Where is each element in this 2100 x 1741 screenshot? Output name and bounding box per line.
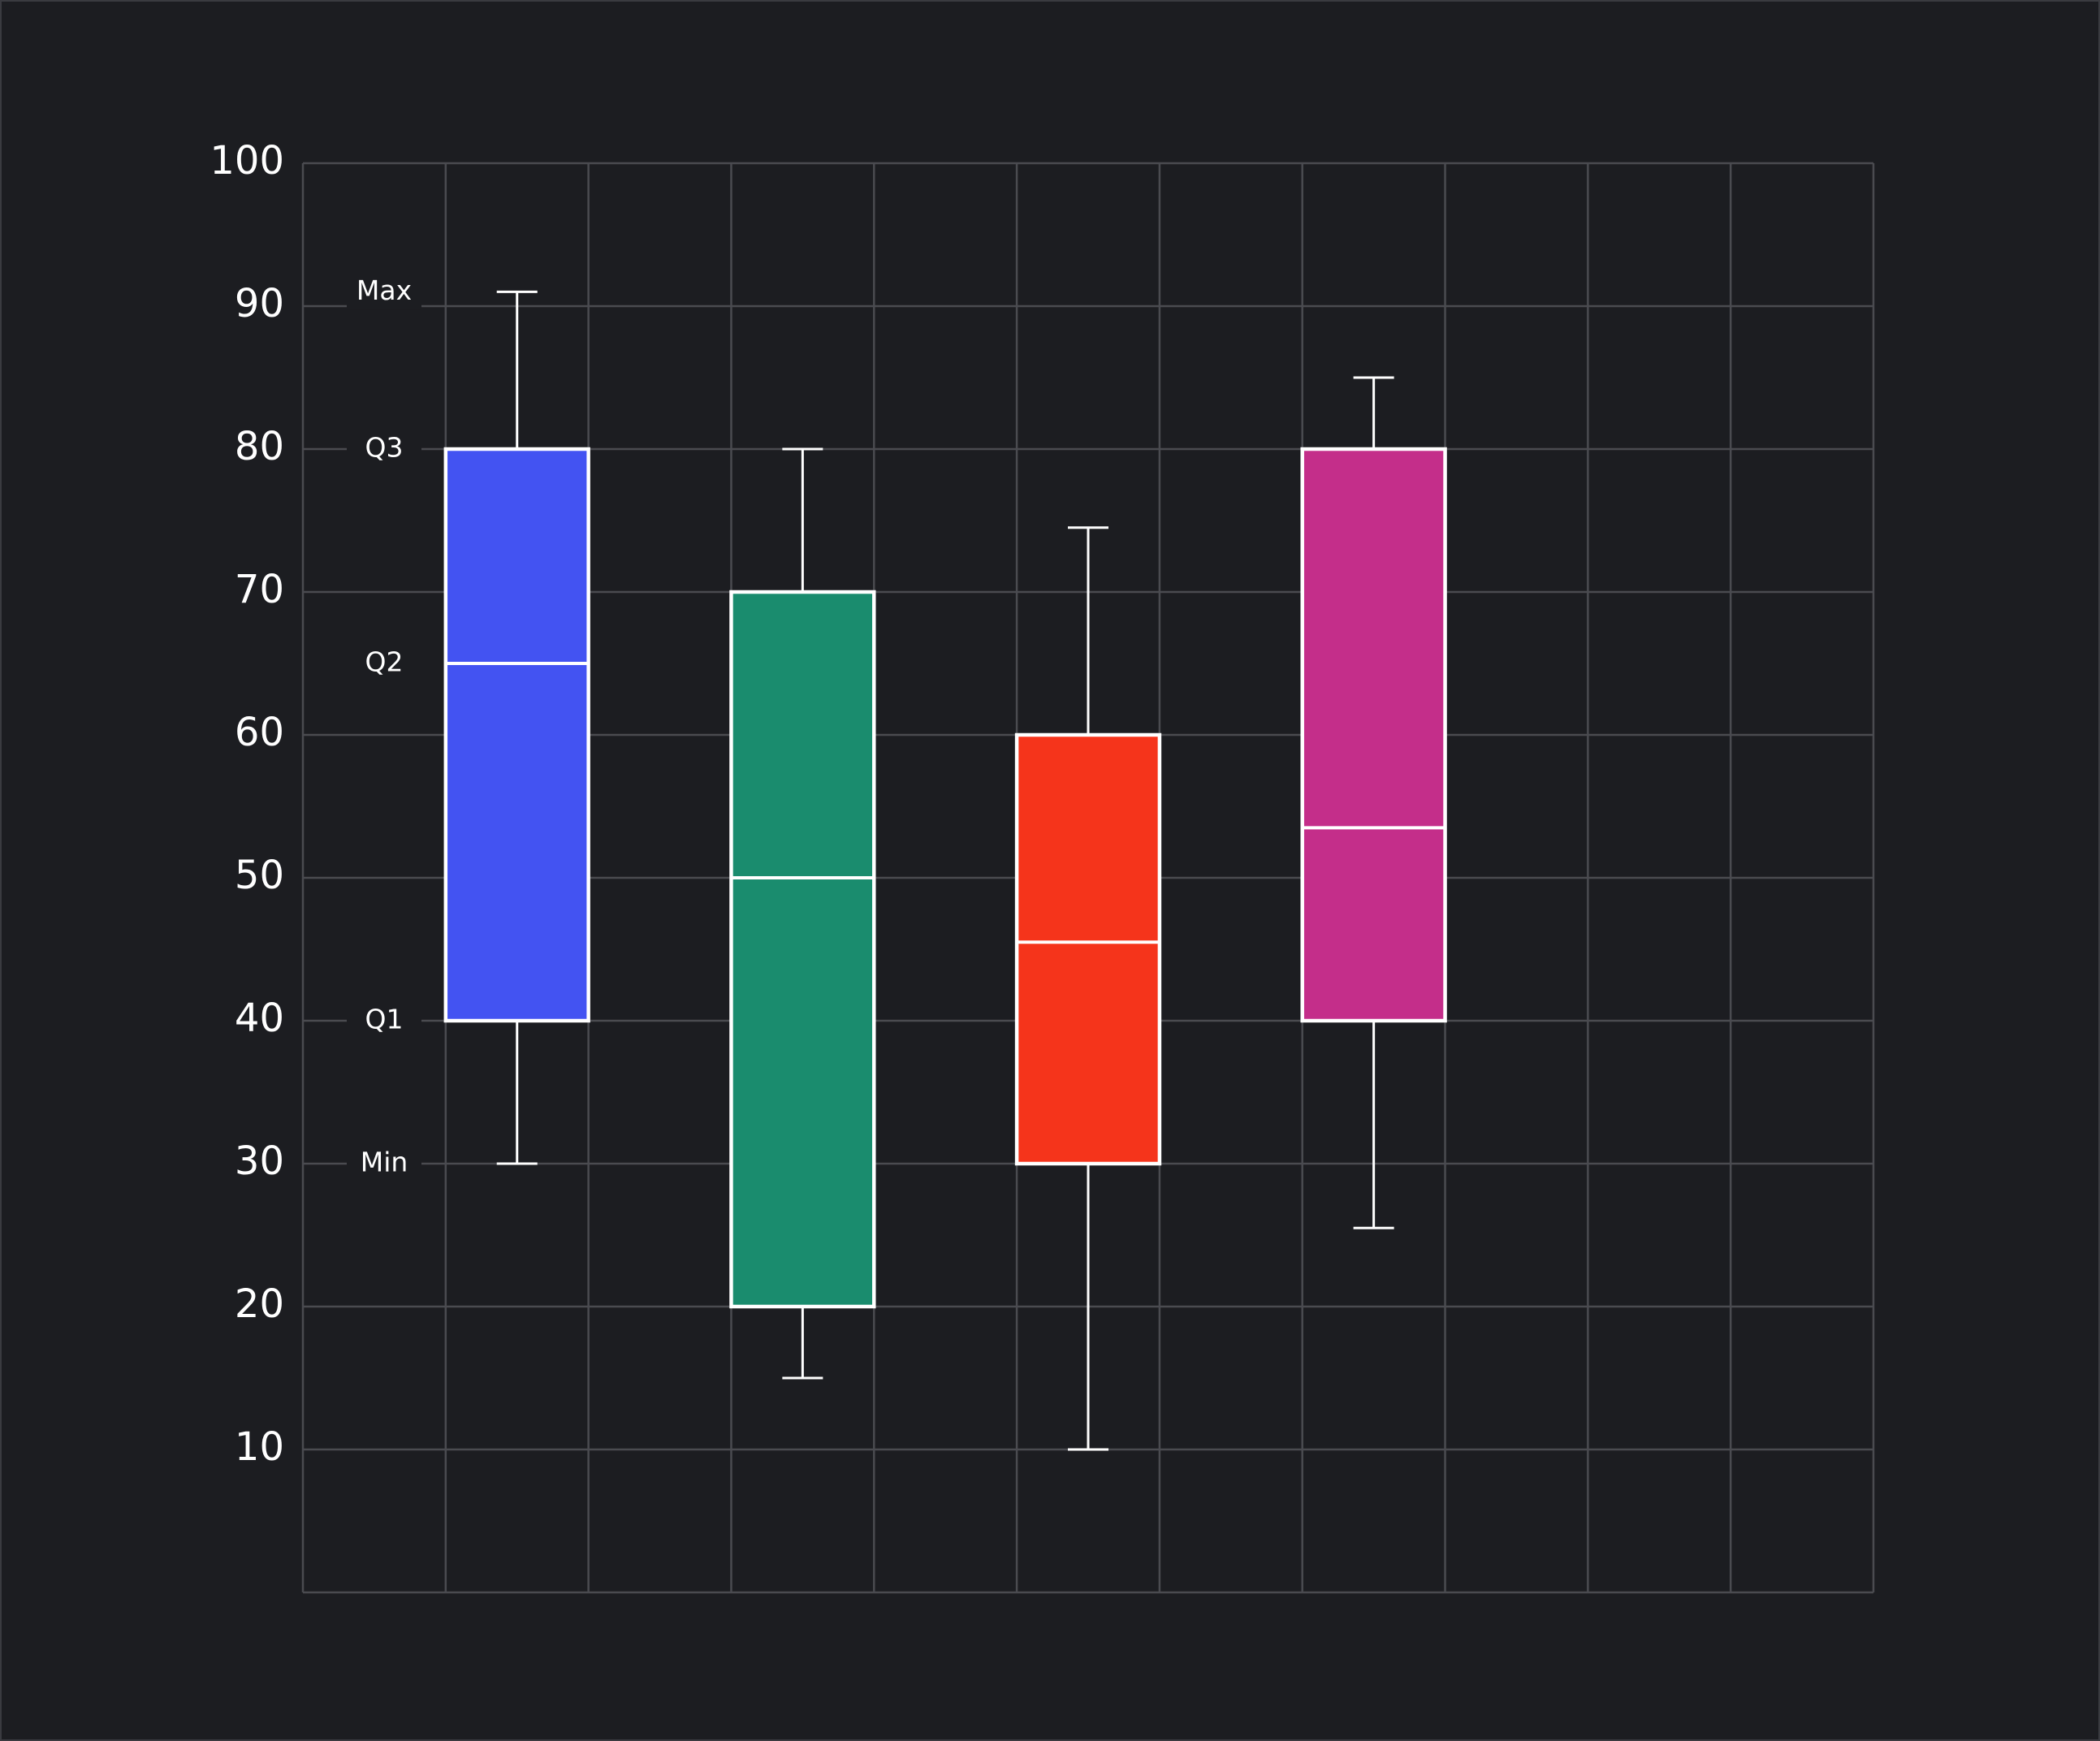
y-tick-label: 50 <box>235 853 284 898</box>
y-tick-label: 30 <box>235 1138 284 1184</box>
box <box>1014 732 1162 1166</box>
annotation-background <box>347 274 421 310</box>
y-tick-label: 100 <box>210 138 284 184</box>
box <box>1300 447 1447 1023</box>
annotation: Min <box>361 1147 408 1178</box>
box <box>729 590 876 1309</box>
box <box>443 447 590 1023</box>
y-tick-label: 70 <box>235 567 284 612</box>
annotation-background <box>347 431 421 467</box>
y-tick-label: 90 <box>235 281 284 326</box>
annotation-background <box>347 1003 421 1039</box>
annotation: Q3 <box>365 432 404 464</box>
y-tick-label: 10 <box>235 1424 284 1470</box>
y-tick-label: 20 <box>235 1281 284 1327</box>
annotation: Q2 <box>365 646 404 678</box>
y-tick-label: 60 <box>235 710 284 755</box>
annotation-background <box>347 646 421 681</box>
annotation: Q1 <box>365 1004 404 1035</box>
annotation: Max <box>356 274 412 306</box>
y-tick-label: 80 <box>235 424 284 469</box>
y-tick-label: 40 <box>235 996 284 1041</box>
annotation-background <box>347 1146 421 1182</box>
